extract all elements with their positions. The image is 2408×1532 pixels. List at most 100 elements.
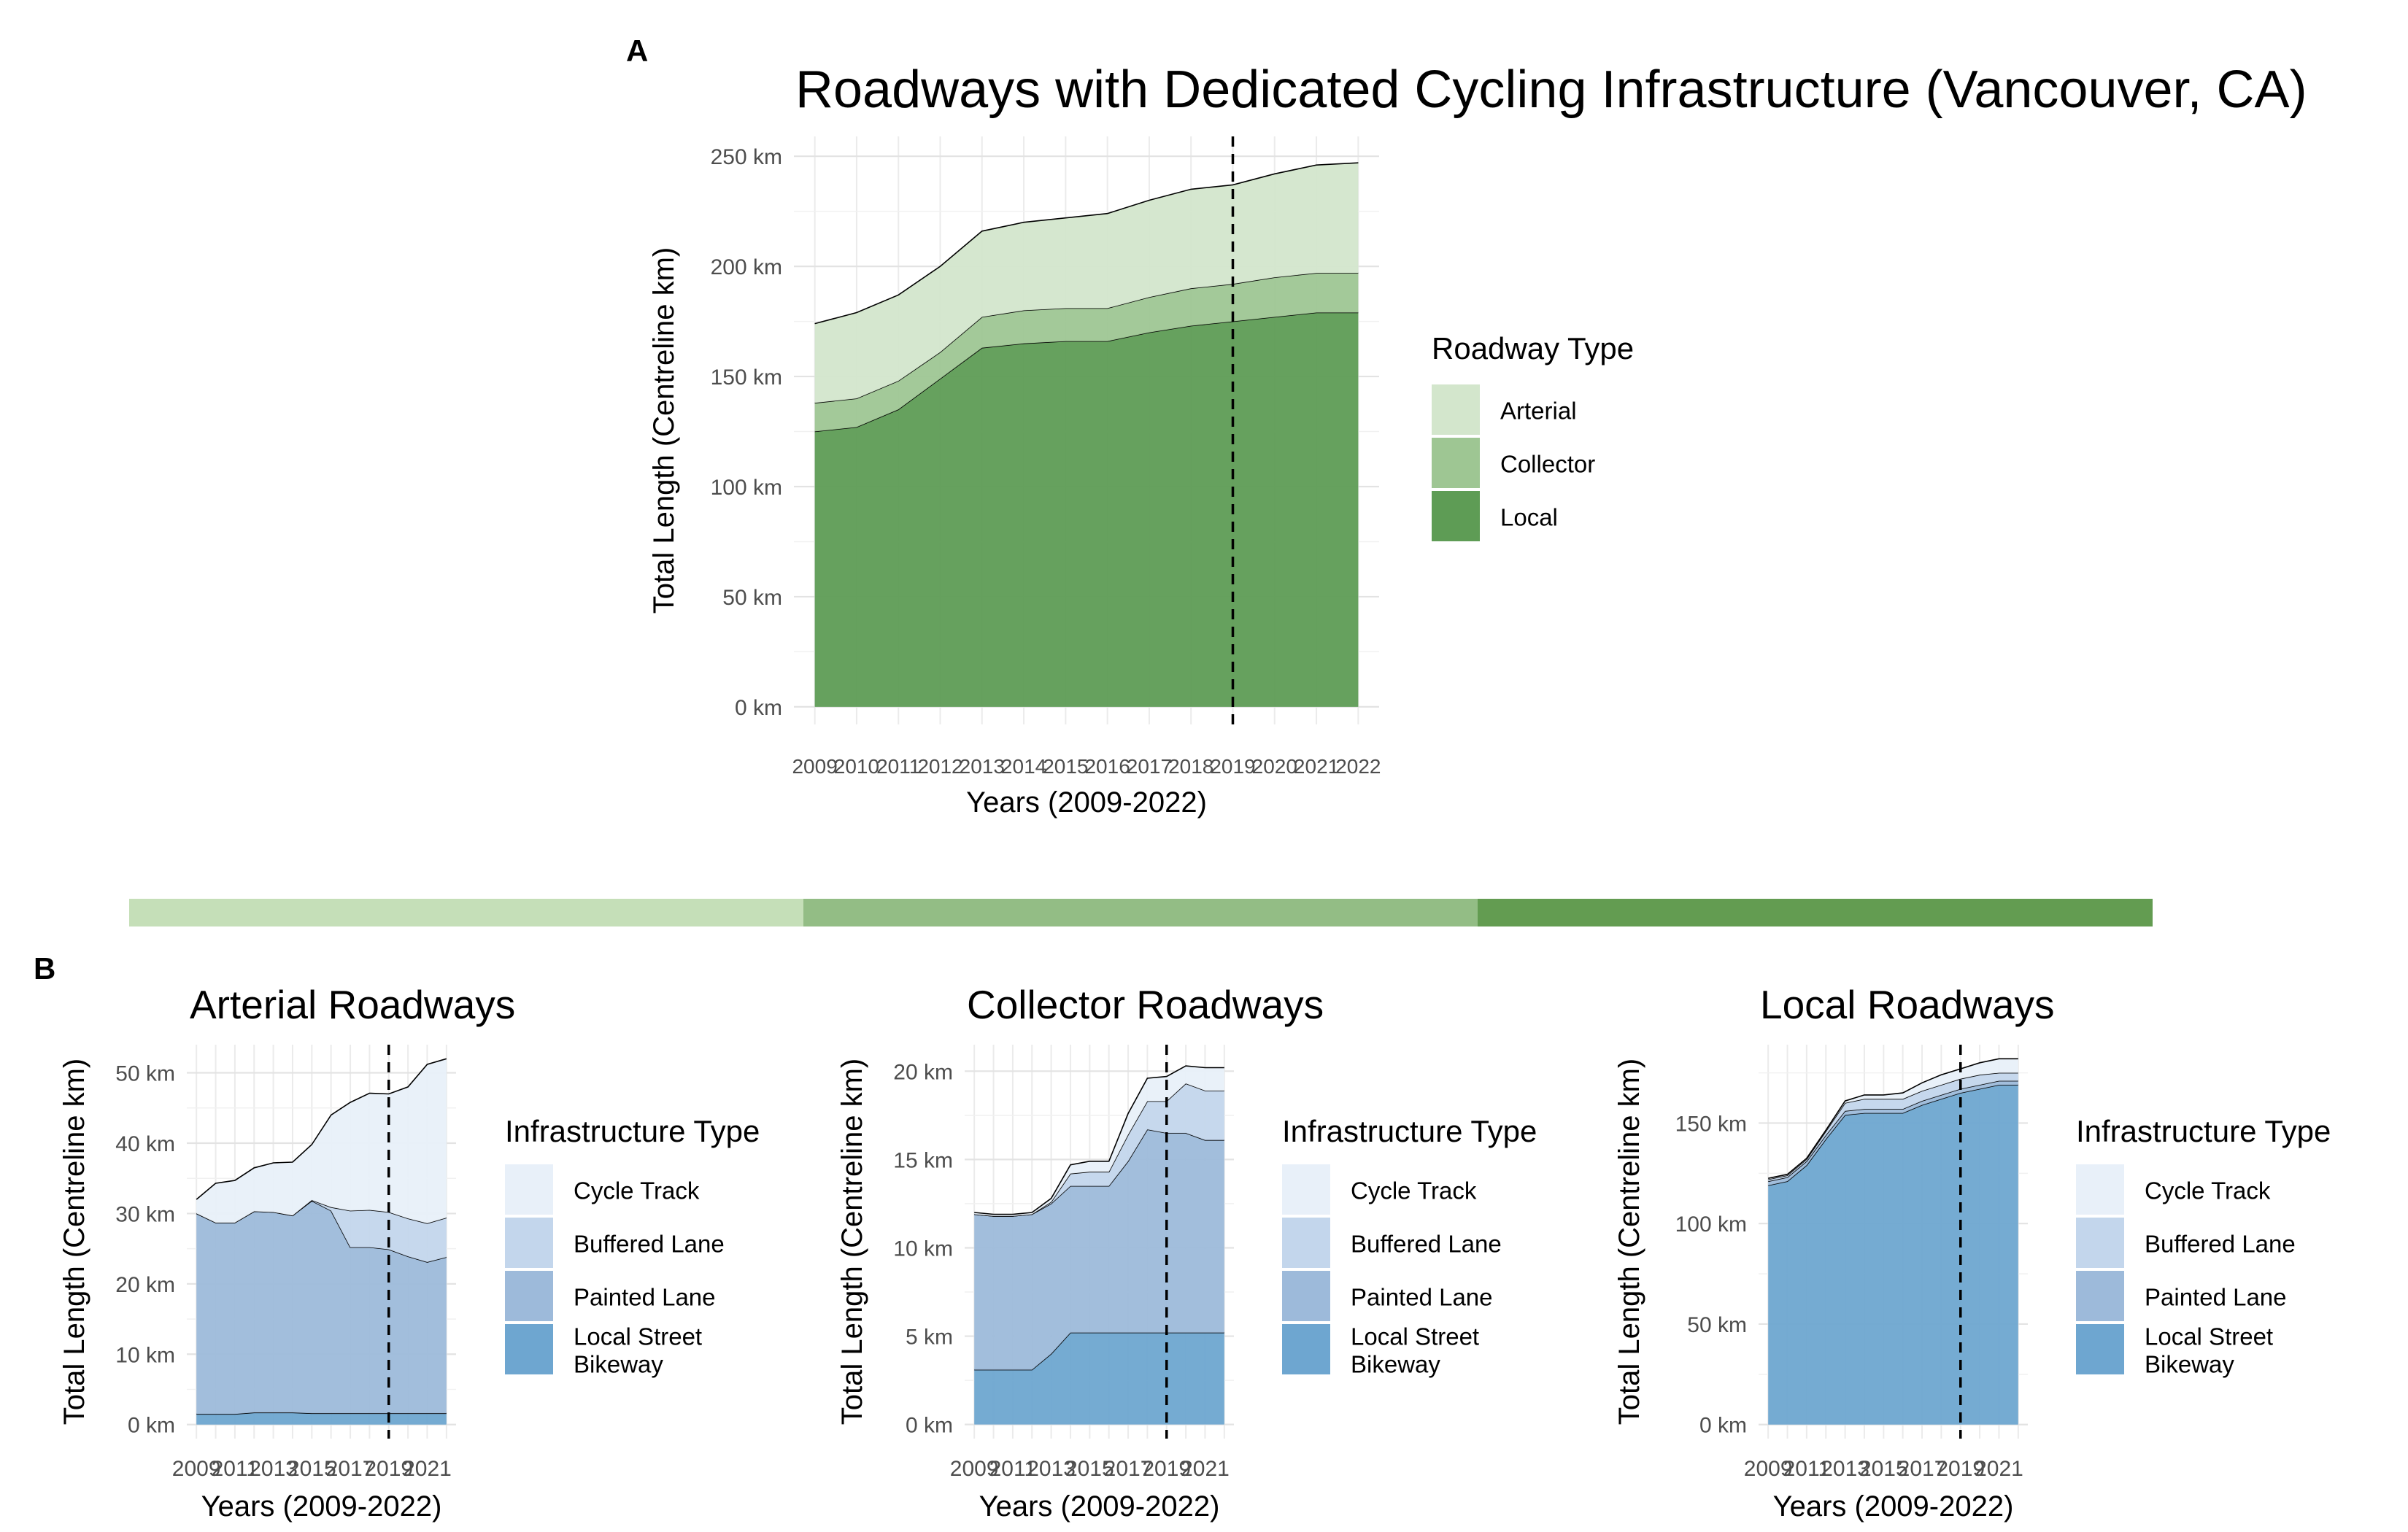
- area-local: [814, 312, 1359, 707]
- x-tick-label: 2015: [288, 1457, 336, 1481]
- area-top-line-cycle-track: [974, 1065, 1224, 1215]
- legend-swatch-cycle-track: [505, 1164, 553, 1215]
- area-collector: [814, 273, 1359, 432]
- area-top-line-cycle-track: [196, 1058, 447, 1200]
- legend-label-collector: Collector: [1500, 451, 1595, 478]
- panel-tag-a: A: [626, 34, 648, 68]
- chart-title: Local Roadways: [1760, 982, 2055, 1027]
- area-painted-lane: [1768, 1080, 2018, 1185]
- y-tick-label: 5 km: [906, 1326, 953, 1350]
- legend-label-arterial: Arterial: [1500, 398, 1577, 425]
- x-tick-label: 2016: [1084, 755, 1130, 778]
- y-tick-label: 250 km: [711, 145, 782, 169]
- legend-swatch-local-street-bikeway: [505, 1324, 553, 1374]
- chart-title: Collector Roadways: [967, 982, 1324, 1027]
- legend-swatch-painted-lane: [505, 1271, 553, 1321]
- color-bar-segment-light: [129, 899, 803, 926]
- area-local-street-bikeway: [196, 1412, 447, 1425]
- legend-swatch-painted-lane: [1282, 1271, 1330, 1321]
- area-layers: [814, 162, 1359, 707]
- x-tick-label: 2017: [1127, 755, 1172, 778]
- x-tick-label: 2009: [172, 1457, 221, 1481]
- chart-title: Roadways with Dedicated Cycling Infrastr…: [795, 61, 2307, 119]
- x-tick-label: 2017: [326, 1457, 375, 1481]
- y-tick-label: 200 km: [711, 255, 782, 279]
- y-axis-ticks: 0 km 5 km 10 km 15 km 20 km: [893, 1060, 953, 1437]
- y-axis-title: Total Length (Centreline km): [648, 247, 680, 614]
- y-axis-title: Total Length (Centreline km): [1613, 1059, 1645, 1425]
- legend-swatch-buffered-lane: [505, 1218, 553, 1268]
- y-axis-title: Total Length (Centreline km): [836, 1059, 868, 1425]
- x-axis-title: Years (2009-2022): [966, 786, 1207, 819]
- x-tick-label: 2012: [917, 755, 962, 778]
- x-tick-label: 2011: [212, 1457, 259, 1481]
- x-tick-label: 2013: [1821, 1457, 1869, 1481]
- x-tick-label: 2019: [1210, 755, 1255, 778]
- legend-title: Roadway Type: [1432, 331, 1634, 365]
- x-tick-label: 2013: [1027, 1457, 1076, 1481]
- y-tick-label: 50 km: [1687, 1313, 1747, 1337]
- color-bar-segment-mid: [803, 899, 1478, 926]
- legend-swatch-painted-lane: [2076, 1271, 2124, 1321]
- y-tick-label: 40 km: [115, 1132, 175, 1156]
- legend-title: Infrastructure Type: [1282, 1114, 1537, 1148]
- area-arterial: [814, 163, 1359, 403]
- x-tick-label: 2009: [792, 755, 837, 778]
- x-tick-label: 2014: [1001, 755, 1046, 778]
- x-tick-label: 2010: [834, 755, 879, 778]
- x-tick-label: 2017: [1104, 1457, 1153, 1481]
- legend-label-local-street-bikeway: Local Street Bikeway: [2145, 1323, 2273, 1378]
- y-tick-label: 50 km: [722, 586, 782, 610]
- legend-label-local-street-bikeway: Local Street Bikeway: [1351, 1323, 1479, 1378]
- legend-label-painted-lane: Painted Lane: [1351, 1284, 1493, 1311]
- x-axis-title: Years (2009-2022): [979, 1490, 1220, 1523]
- legend-label-cycle-track: Cycle Track: [2145, 1177, 2271, 1204]
- y-tick-label: 20 km: [893, 1060, 953, 1084]
- x-tick-label: 2018: [1168, 755, 1213, 778]
- x-axis-title: Years (2009-2022): [201, 1490, 442, 1523]
- area-cycle-track: [1768, 1059, 2018, 1180]
- legend-label-cycle-track: Cycle Track: [574, 1177, 700, 1204]
- y-tick-label: 15 km: [893, 1148, 953, 1172]
- area-layers: [1768, 1058, 2018, 1425]
- x-tick-label: 2019: [364, 1457, 413, 1481]
- color-bar-segment-dark: [1478, 899, 2153, 926]
- x-tick-label: 2009: [1744, 1457, 1793, 1481]
- x-tick-label: 2021: [403, 1457, 452, 1481]
- legend-swatch-buffered-lane: [1282, 1218, 1330, 1268]
- x-axis-ticks: 2009201020112012201320142015201620172018…: [792, 755, 1381, 778]
- x-tick-label: 2017: [1898, 1457, 1947, 1481]
- y-axis-ticks: 0 km 50 km 100 km 150 km 200 km 250 km: [711, 145, 782, 720]
- y-tick-label: 10 km: [893, 1237, 953, 1261]
- x-tick-label: 2021: [1294, 755, 1339, 778]
- legend-swatch-cycle-track: [1282, 1164, 1330, 1215]
- legend-swatch-local-street-bikeway: [2076, 1324, 2124, 1374]
- y-tick-label: 0 km: [735, 696, 782, 720]
- area-painted-lane: [196, 1201, 447, 1415]
- y-tick-label: 100 km: [711, 476, 782, 500]
- legend-swatch-buffered-lane: [2076, 1218, 2124, 1268]
- legend-title: Infrastructure Type: [2076, 1114, 2331, 1148]
- x-tick-label: 2020: [1252, 755, 1297, 778]
- y-tick-label: 100 km: [1675, 1212, 1747, 1237]
- x-tick-label: 2022: [1335, 755, 1381, 778]
- area-painted-lane: [974, 1129, 1224, 1370]
- y-axis-ticks: 0 km 10 km 20 km 30 km 40 km 50 km: [115, 1062, 175, 1438]
- y-tick-label: 20 km: [115, 1273, 175, 1297]
- y-tick-label: 150 km: [1675, 1112, 1747, 1136]
- x-tick-label: 2015: [1859, 1457, 1908, 1481]
- area-buffered-lane: [974, 1083, 1224, 1216]
- legend-title: Infrastructure Type: [505, 1114, 760, 1148]
- legend: Infrastructure Type Cycle Track Buffered L…: [505, 1114, 760, 1378]
- y-tick-label: 50 km: [115, 1062, 175, 1086]
- area-cycle-track: [196, 1059, 447, 1223]
- x-tick-label: 2019: [1142, 1457, 1191, 1481]
- legend: Infrastructure Type Cycle Track Buffered L…: [2076, 1114, 2331, 1378]
- x-tick-label: 2013: [249, 1457, 298, 1481]
- x-tick-label: 2019: [1936, 1457, 1985, 1481]
- legend-label-buffered-lane: Buffered Lane: [574, 1231, 725, 1258]
